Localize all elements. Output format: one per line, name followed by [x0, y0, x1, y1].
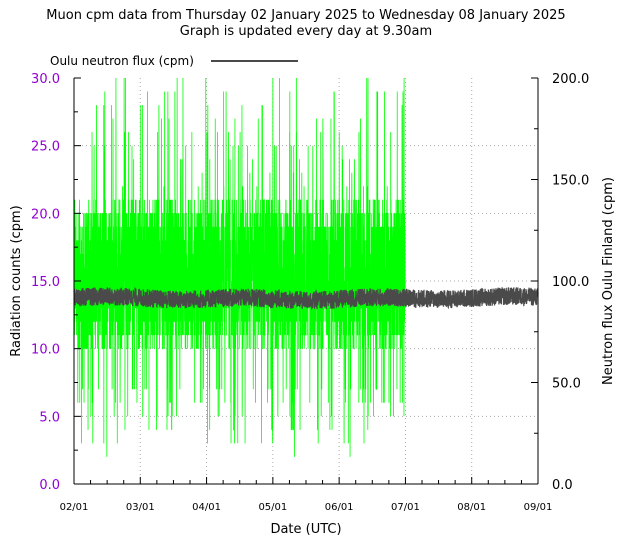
x-tick-label: 09/01	[524, 502, 553, 513]
y-axis-right-ticks: 0.0 50.0 100.0 150.0 200.0	[531, 72, 589, 493]
y-right-tick-label: 200.0	[552, 72, 589, 87]
series-neutron	[73, 286, 539, 311]
x-tick-label: 02/01	[60, 502, 89, 513]
x-tick-label: 08/01	[457, 502, 486, 513]
y-axis-left-ticks: 0.0 5.0 10.0 15.0 20.0 25.0 30.0	[31, 72, 81, 493]
x-tick-label: 04/01	[192, 502, 221, 513]
chart-title: Muon cpm data from Thursday 02 January 2…	[46, 8, 565, 39]
x-tick-label: 07/01	[391, 502, 420, 513]
y-left-tick-label: 5.0	[39, 410, 60, 425]
x-tick-label: 03/01	[126, 502, 155, 513]
x-tick-label: 05/01	[258, 502, 287, 513]
legend: Oulu neutron flux (cpm)	[50, 54, 298, 68]
y-left-tick-label: 20.0	[31, 207, 60, 222]
y-right-tick-label: 0.0	[552, 478, 573, 493]
y-axis-right-label: Neutron flux Oulu Finland (cpm)	[601, 177, 616, 385]
y-right-tick-label: 150.0	[552, 174, 589, 189]
y-left-tick-label: 25.0	[31, 140, 60, 155]
x-axis-ticks: 02/01 03/01 04/01 05/01 06/01 07/01 08/01 09/01	[60, 477, 553, 513]
chart-title-line-2: Graph is updated every day at 9.30am	[180, 24, 432, 39]
y-left-tick-label: 10.0	[31, 343, 60, 358]
muon-line	[73, 77, 406, 457]
chart-title-line-1: Muon cpm data from Thursday 02 January 2…	[46, 8, 565, 23]
legend-label: Oulu neutron flux (cpm)	[50, 54, 194, 68]
y-left-tick-label: 30.0	[31, 72, 60, 87]
neutron-line	[73, 286, 539, 311]
x-axis-label: Date (UTC)	[270, 522, 341, 537]
y-left-tick-label: 15.0	[31, 275, 60, 290]
y-axis-left-label: Radiation counts (cpm)	[9, 205, 24, 356]
x-tick-label: 06/01	[325, 502, 354, 513]
series-muon	[73, 77, 406, 457]
y-left-tick-label: 0.0	[39, 478, 60, 493]
y-right-tick-label: 50.0	[552, 377, 581, 392]
y-right-tick-label: 100.0	[552, 275, 589, 290]
